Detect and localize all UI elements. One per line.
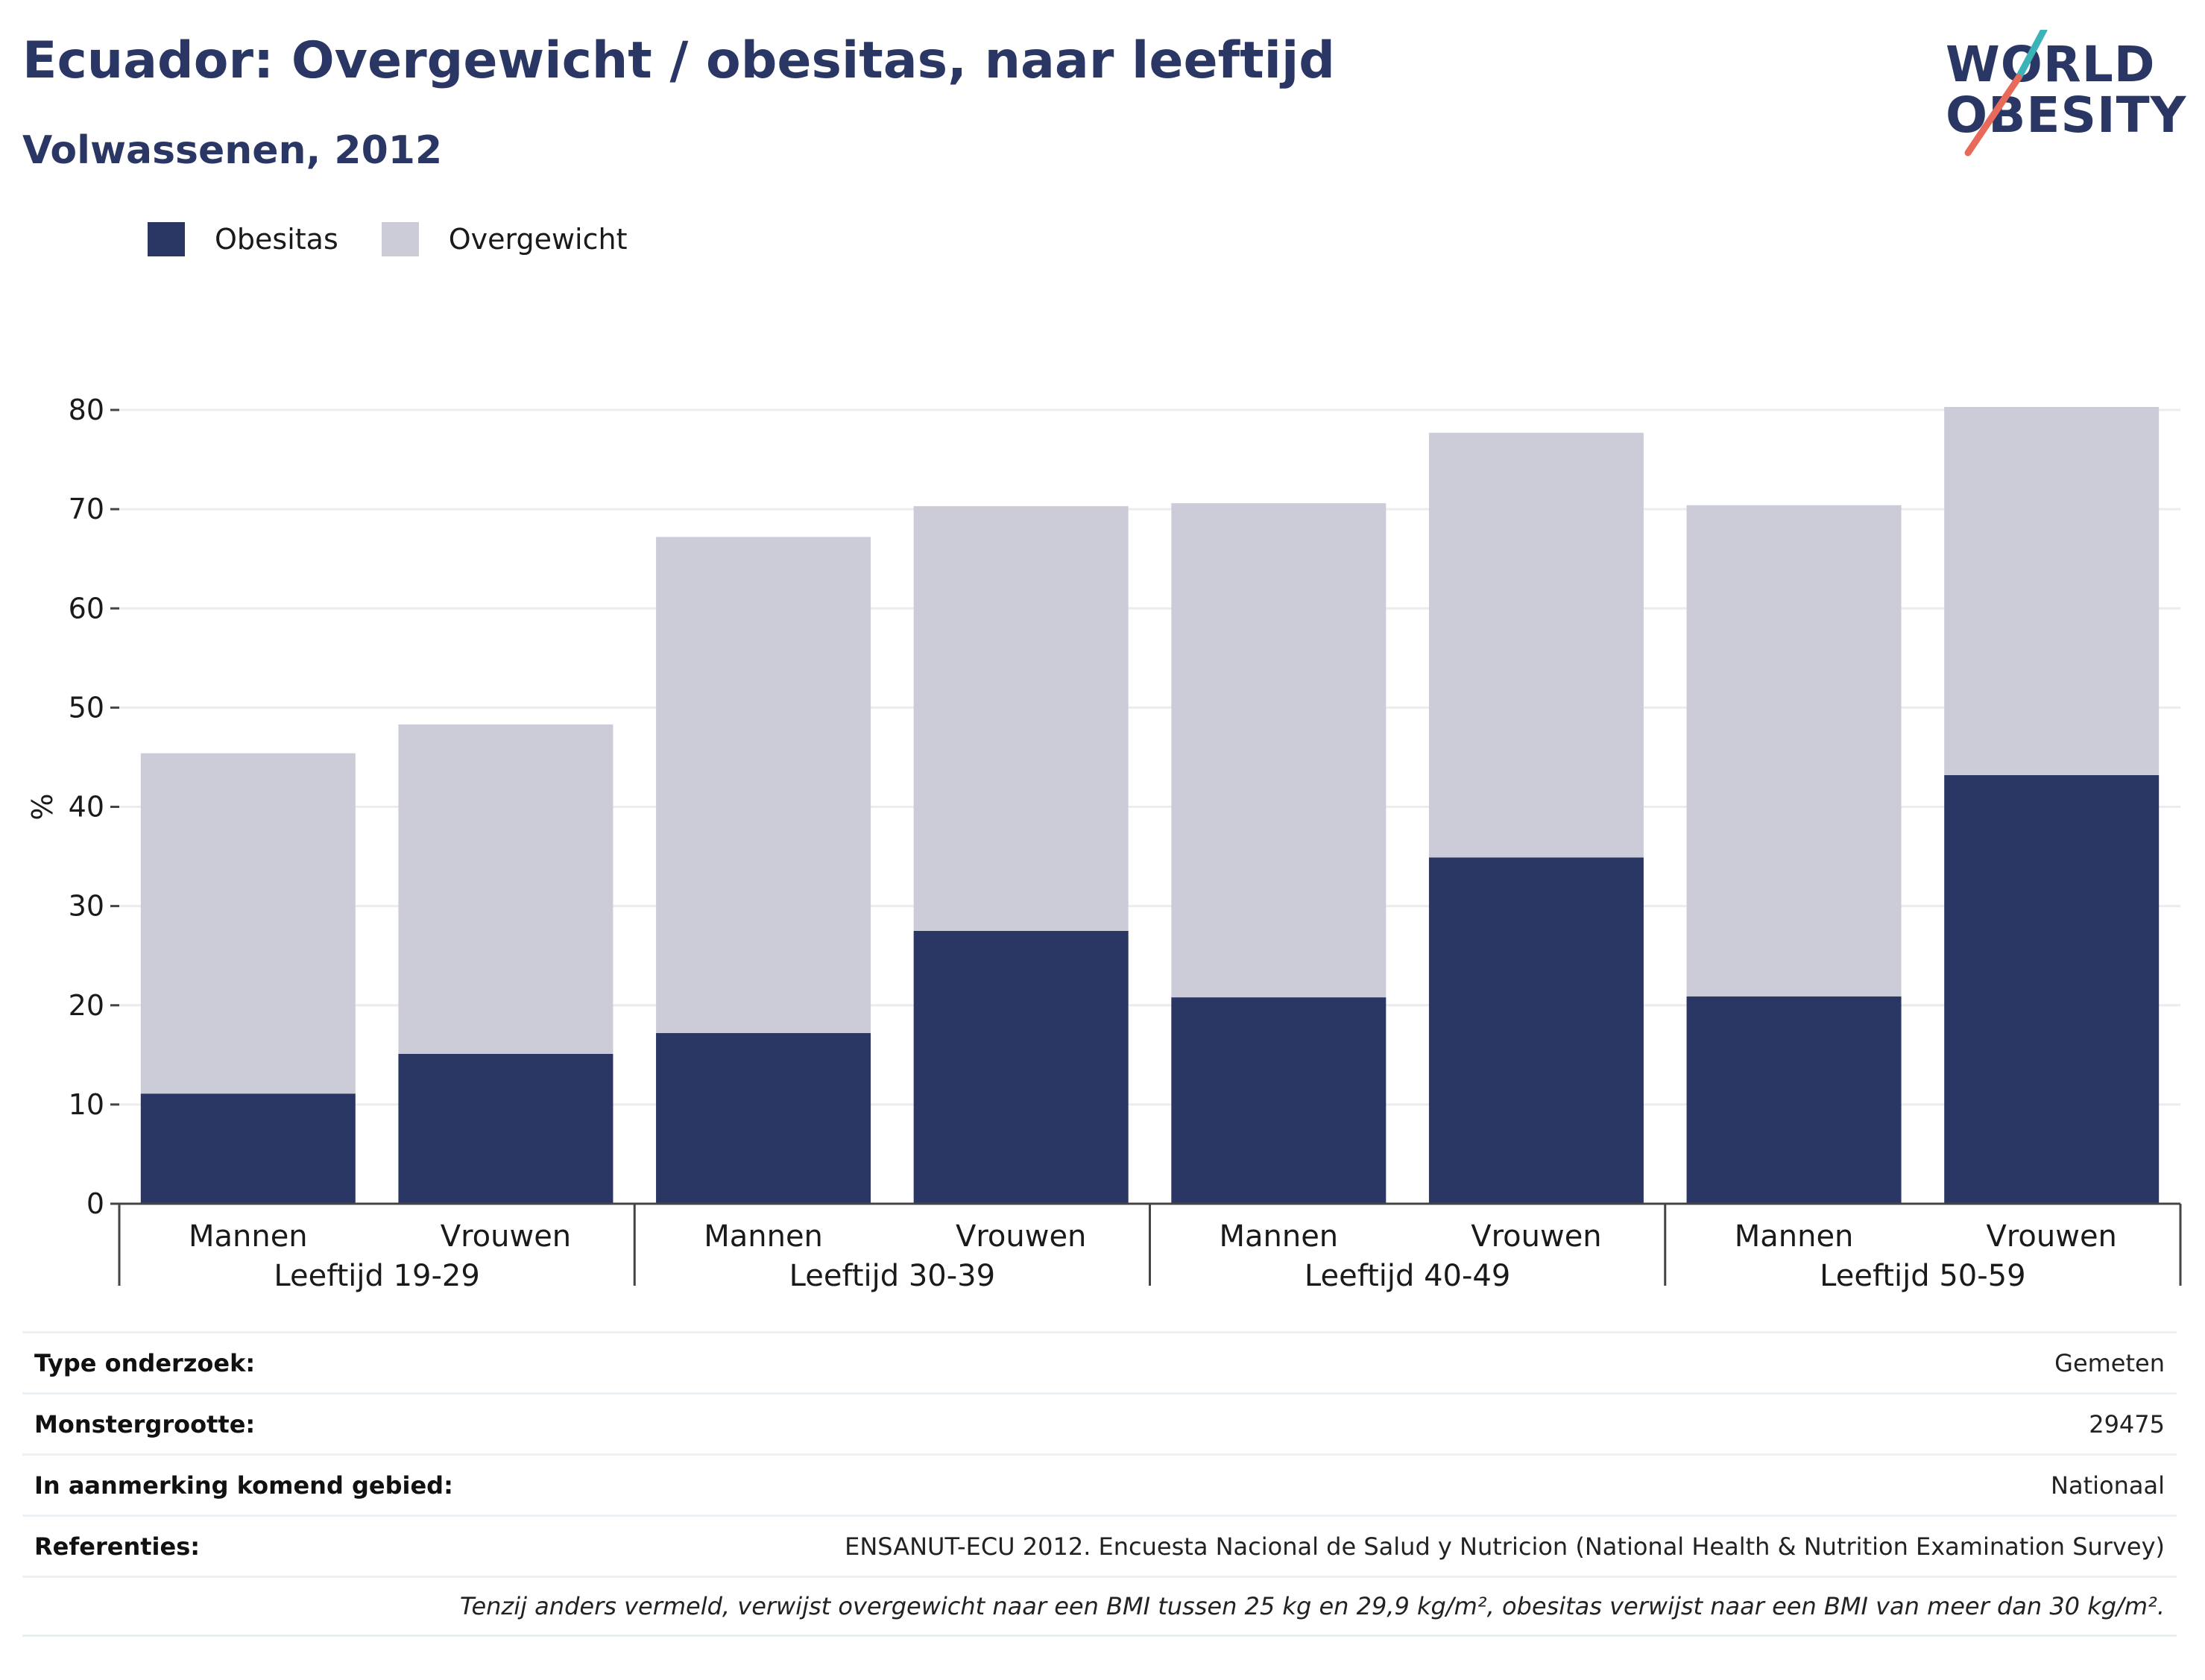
stacked-bar-chart: 0 10 20 30 40 50 60 70 80% Mannen Vrouwen Mannen Vro… bbox=[26, 394, 2182, 1293]
page-subtitle: Volwassenen, 2012 bbox=[22, 128, 443, 173]
legend-label-overgewicht: Overgewicht bbox=[448, 223, 628, 256]
info-table: Type onderzoek: Gemeten Monstergrootte: … bbox=[22, 1331, 2177, 1637]
legend-item-obesitas[interactable]: Obesitas bbox=[148, 222, 338, 256]
legend-swatch-obesitas bbox=[148, 222, 185, 256]
x-category-label: Vrouwen bbox=[1471, 1219, 1601, 1254]
bar-obesitas bbox=[398, 1053, 613, 1204]
bar-overgewicht bbox=[913, 506, 1129, 931]
info-value: Gemeten bbox=[2054, 1348, 2165, 1377]
bar-overgewicht bbox=[656, 537, 871, 1034]
bar-obesitas bbox=[913, 930, 1129, 1204]
x-category-label: Mannen bbox=[704, 1219, 823, 1254]
y-tick-label: 20 bbox=[69, 989, 104, 1022]
info-value: Nationaal bbox=[2051, 1471, 2165, 1500]
y-tick-label: 30 bbox=[69, 890, 104, 923]
bar-overgewicht bbox=[1428, 432, 1644, 858]
y-axis-label: % bbox=[26, 793, 59, 820]
y-tick-label: 70 bbox=[69, 493, 104, 525]
bar-obesitas bbox=[1171, 997, 1387, 1204]
y-tick-label: 60 bbox=[69, 592, 104, 625]
info-value: ENSANUT-ECU 2012. Encuesta Nacional de S… bbox=[845, 1532, 2165, 1561]
bar-overgewicht bbox=[140, 753, 356, 1094]
bar-overgewicht bbox=[1686, 505, 1902, 997]
y-tick-label: 0 bbox=[86, 1187, 104, 1220]
bar-obesitas bbox=[1686, 996, 1902, 1204]
legend-swatch-overgewicht bbox=[381, 222, 419, 256]
y-tick-label: 50 bbox=[69, 691, 104, 724]
x-category-label: Vrouwen bbox=[441, 1219, 571, 1254]
bar-overgewicht bbox=[398, 724, 613, 1054]
x-group-label: Leeftijd 40-49 bbox=[1305, 1259, 1510, 1293]
logo-slash-icon bbox=[1964, 30, 2048, 157]
x-group-label: Leeftijd 50-59 bbox=[1820, 1259, 2025, 1293]
bar-obesitas bbox=[656, 1033, 871, 1204]
info-row-sample: Monstergrootte: 29475 bbox=[22, 1392, 2177, 1453]
info-key: Type onderzoek: bbox=[34, 1348, 256, 1377]
x-category-label: Vrouwen bbox=[956, 1219, 1086, 1254]
legend-label-obesitas: Obesitas bbox=[215, 223, 338, 256]
x-group-label: Leeftijd 19-29 bbox=[274, 1259, 479, 1293]
info-row-references: Referenties: ENSANUT-ECU 2012. Encuesta … bbox=[22, 1515, 2177, 1576]
x-category-label: Mannen bbox=[189, 1219, 308, 1254]
bar-obesitas bbox=[1428, 857, 1644, 1204]
info-row-type: Type onderzoek: Gemeten bbox=[22, 1331, 2177, 1392]
x-category-label: Mannen bbox=[1735, 1219, 1854, 1254]
x-category-label: Mannen bbox=[1219, 1219, 1338, 1254]
x-category-label: Vrouwen bbox=[1986, 1219, 2116, 1254]
x-group-label: Leeftijd 30-39 bbox=[789, 1259, 995, 1293]
info-row-area: In aanmerking komend gebied: Nationaal bbox=[22, 1453, 2177, 1515]
y-tick-label: 10 bbox=[69, 1088, 104, 1121]
info-key: In aanmerking komend gebied: bbox=[34, 1471, 453, 1500]
page-title: Ecuador: Overgewicht / obesitas, naar le… bbox=[22, 31, 1335, 90]
chart-legend: Obesitas Overgewicht bbox=[148, 222, 671, 256]
world-obesity-logo: WORLD OBESITY bbox=[1946, 30, 2186, 157]
info-row-note: Tenzij anders vermeld, verwijst overgewi… bbox=[22, 1576, 2177, 1637]
legend-item-overgewicht[interactable]: Overgewicht bbox=[381, 222, 628, 256]
bar-overgewicht bbox=[1171, 503, 1387, 998]
bar-overgewicht bbox=[1944, 407, 2160, 775]
logo-line-1: WORLD bbox=[1946, 36, 2156, 93]
definition-note: Tenzij anders vermeld, verwijst overgewi… bbox=[459, 1592, 2165, 1620]
info-key: Monstergrootte: bbox=[34, 1409, 256, 1439]
bar-obesitas bbox=[140, 1093, 356, 1204]
info-value: 29475 bbox=[2089, 1409, 2165, 1439]
y-tick-label: 80 bbox=[69, 394, 104, 426]
info-key: Referenties: bbox=[34, 1532, 201, 1561]
y-tick-label: 40 bbox=[69, 791, 104, 824]
bar-obesitas bbox=[1944, 774, 2160, 1204]
